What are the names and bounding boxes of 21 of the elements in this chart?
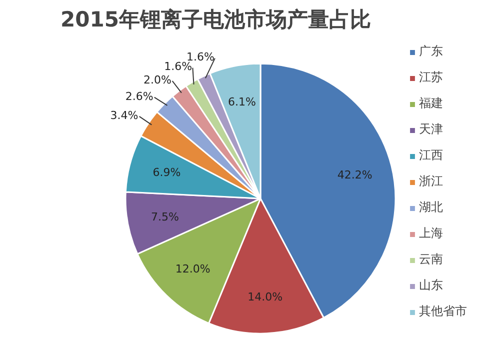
data-label: 7.5% [151, 210, 179, 224]
legend-label: 湖北 [419, 199, 443, 216]
legend-label: 广东 [419, 43, 443, 60]
legend-label: 天津 [419, 121, 443, 138]
chart-title: 2015年锂离子电池市场产量占比 [60, 8, 371, 32]
data-label: 6.1% [228, 95, 256, 108]
legend-label: 江苏 [419, 69, 443, 86]
legend-label: 浙江 [419, 173, 443, 190]
data-label: 6.9% [152, 166, 181, 180]
data-label: 2.6% [125, 90, 154, 103]
legend-label: 福建 [419, 95, 443, 112]
legend-label: 其他省市 [419, 303, 467, 320]
data-label: 3.4% [110, 109, 138, 122]
legend-label: 上海 [419, 225, 443, 242]
data-label: 14.0% [248, 290, 283, 304]
data-label: 42.2% [337, 168, 372, 182]
legend-label: 山东 [419, 277, 443, 294]
data-label: 2.0% [144, 73, 172, 86]
legend-label: 云南 [419, 251, 443, 268]
data-label: 12.0% [175, 262, 210, 276]
legend-label: 江西 [419, 147, 443, 164]
